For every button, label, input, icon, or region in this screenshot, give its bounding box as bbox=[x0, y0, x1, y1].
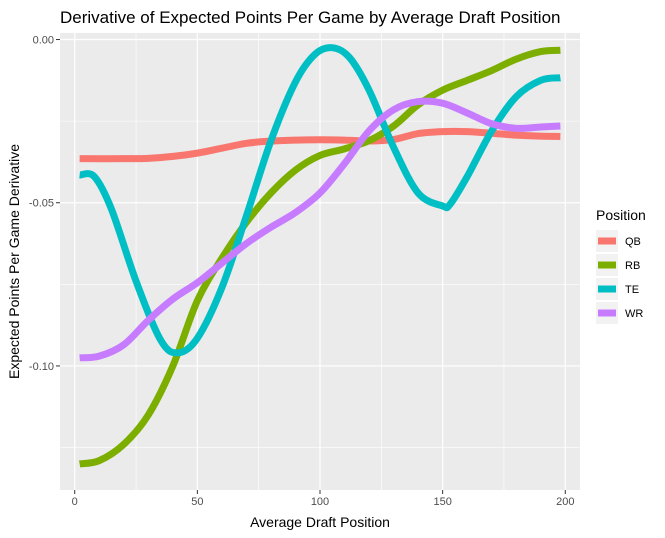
series-line-wr bbox=[79, 97, 561, 362]
x-axis: 0 50 100 150 200 bbox=[72, 490, 574, 508]
x-axis-title: Average Draft Position bbox=[250, 514, 390, 530]
x-tick-label: 200 bbox=[556, 496, 574, 508]
x-tick-label: 50 bbox=[191, 496, 203, 508]
y-tick-label: 0.00 bbox=[33, 35, 54, 47]
series-lines bbox=[79, 44, 561, 468]
legend-label-wr: WR bbox=[625, 308, 643, 320]
legend: Position QB RB TE WR bbox=[596, 207, 646, 324]
series-line-te bbox=[79, 44, 561, 357]
legend-label-rb: RB bbox=[625, 260, 640, 272]
grid-major bbox=[60, 33, 580, 490]
legend-label-qb: QB bbox=[625, 236, 641, 248]
series-line-rb bbox=[79, 46, 561, 468]
chart-title: Derivative of Expected Points Per Game b… bbox=[60, 8, 561, 27]
x-tick-label: 150 bbox=[433, 496, 451, 508]
y-tick-label: -0.05 bbox=[29, 198, 54, 210]
x-tick-label: 0 bbox=[72, 496, 78, 508]
y-tick-label: -0.10 bbox=[29, 361, 54, 373]
legend-title: Position bbox=[596, 207, 646, 223]
x-tick-label: 100 bbox=[311, 496, 329, 508]
y-axis: 0.00 -0.05 -0.10 bbox=[29, 35, 60, 373]
legend-label-te: TE bbox=[625, 284, 639, 296]
y-axis-title: Expected Points Per Game Derivative bbox=[6, 144, 22, 379]
legend-items: QB RB TE WR bbox=[596, 230, 643, 324]
